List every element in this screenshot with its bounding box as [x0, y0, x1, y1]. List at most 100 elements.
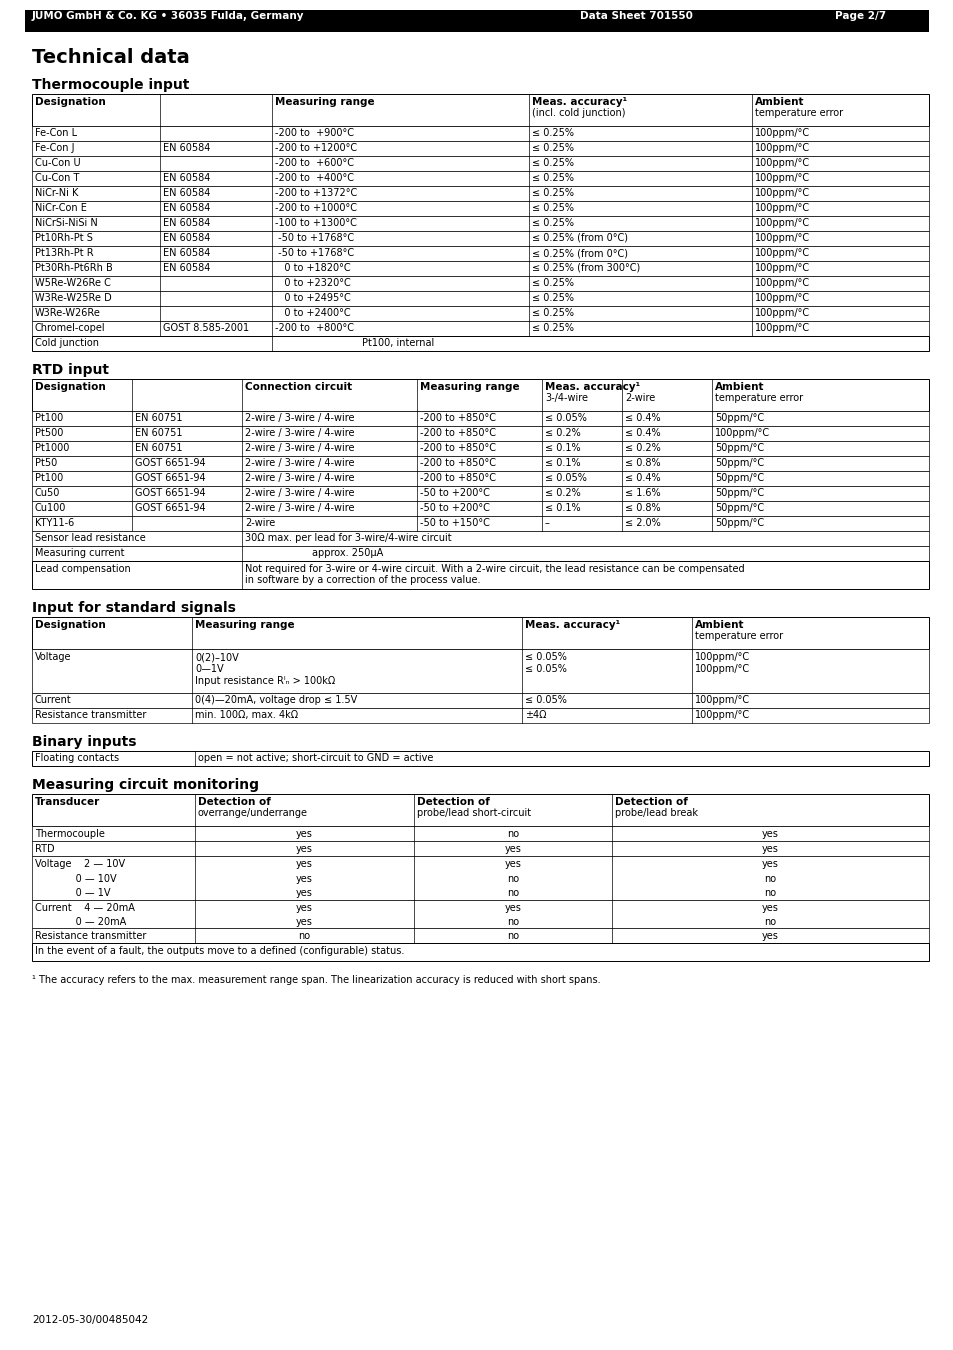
- Text: no: no: [763, 873, 775, 884]
- Text: -50 to +1768°C: -50 to +1768°C: [274, 248, 354, 258]
- Text: ≤ 0.25% (from 0°C): ≤ 0.25% (from 0°C): [532, 248, 627, 258]
- Text: no: no: [763, 888, 775, 898]
- Text: Meas. accuracy¹: Meas. accuracy¹: [532, 97, 626, 107]
- Text: In the event of a fault, the outputs move to a defined (configurable) status.: In the event of a fault, the outputs mov…: [35, 946, 404, 956]
- Text: yes: yes: [504, 859, 521, 869]
- Text: ≤ 0.8%: ≤ 0.8%: [624, 458, 659, 468]
- Text: yes: yes: [295, 888, 313, 898]
- Bar: [32, 321, 928, 336]
- Text: no: no: [506, 917, 518, 927]
- Text: 50ppm/°C: 50ppm/°C: [714, 504, 763, 513]
- Text: 50ppm/°C: 50ppm/°C: [714, 458, 763, 468]
- Text: Sensor lead resistance: Sensor lead resistance: [35, 533, 146, 543]
- Text: Pt100, internal: Pt100, internal: [361, 338, 434, 348]
- Bar: [32, 336, 928, 351]
- Text: Input for standard signals: Input for standard signals: [32, 601, 235, 616]
- Text: -200 to  +600°C: -200 to +600°C: [274, 158, 354, 167]
- Text: 0 to +1820°C: 0 to +1820°C: [274, 263, 351, 273]
- Text: Detection of: Detection of: [416, 796, 489, 807]
- Text: Measuring range: Measuring range: [274, 97, 375, 107]
- Text: Resistance transmitter: Resistance transmitter: [35, 710, 146, 720]
- Bar: [32, 841, 928, 856]
- Text: ≤ 0.05%: ≤ 0.05%: [544, 472, 586, 483]
- Bar: [32, 126, 928, 140]
- Text: Designation: Designation: [35, 97, 106, 107]
- Text: Cu-Con T: Cu-Con T: [35, 173, 79, 184]
- Bar: [32, 516, 928, 531]
- Text: Pt30Rh-Pt6Rh B: Pt30Rh-Pt6Rh B: [35, 263, 112, 273]
- Text: EN 60584: EN 60584: [163, 202, 211, 213]
- Text: -200 to +850°C: -200 to +850°C: [419, 443, 496, 454]
- Text: yes: yes: [504, 903, 521, 913]
- Text: Voltage    2 — 10V: Voltage 2 — 10V: [35, 859, 125, 869]
- Text: W3Re-W25Re D: W3Re-W25Re D: [35, 293, 112, 302]
- Text: ≤ 0.4%: ≤ 0.4%: [624, 472, 659, 483]
- Text: yes: yes: [295, 873, 313, 884]
- Text: -200 to  +900°C: -200 to +900°C: [274, 128, 354, 138]
- Text: Pt100: Pt100: [35, 413, 63, 423]
- Text: ≤ 0.25%: ≤ 0.25%: [532, 308, 574, 319]
- Text: Thermocouple: Thermocouple: [35, 829, 105, 838]
- Text: ≤ 0.25%: ≤ 0.25%: [532, 188, 574, 198]
- Text: Cu50: Cu50: [35, 487, 60, 498]
- Text: Data Sheet 701550: Data Sheet 701550: [579, 11, 692, 22]
- Bar: [32, 856, 928, 900]
- Bar: [32, 171, 928, 186]
- Bar: [32, 379, 928, 410]
- Text: -200 to +850°C: -200 to +850°C: [419, 458, 496, 468]
- Text: -200 to +1000°C: -200 to +1000°C: [274, 202, 356, 213]
- Text: overrange/underrange: overrange/underrange: [198, 809, 308, 818]
- Text: Thermocouple input: Thermocouple input: [32, 78, 190, 92]
- Text: yes: yes: [504, 844, 521, 855]
- Text: EN 60584: EN 60584: [163, 217, 211, 228]
- Text: RTD input: RTD input: [32, 363, 109, 377]
- Text: -200 to  +400°C: -200 to +400°C: [274, 173, 354, 184]
- Bar: [32, 410, 928, 427]
- Text: 100ppm/°C: 100ppm/°C: [754, 143, 809, 153]
- Text: Pt50: Pt50: [35, 458, 57, 468]
- Text: temperature error: temperature error: [695, 630, 782, 641]
- Text: Meas. accuracy¹: Meas. accuracy¹: [544, 382, 639, 391]
- Text: EN 60751: EN 60751: [135, 428, 182, 437]
- Text: no: no: [763, 917, 775, 927]
- Bar: [32, 649, 928, 693]
- Text: –: –: [544, 518, 549, 528]
- Text: EN 60584: EN 60584: [163, 263, 211, 273]
- Text: 0 to +2320°C: 0 to +2320°C: [274, 278, 351, 288]
- Text: 100ppm/°C: 100ppm/°C: [695, 652, 749, 662]
- Text: yes: yes: [760, 859, 778, 869]
- Text: Fe-Con J: Fe-Con J: [35, 143, 74, 153]
- Text: GOST 6651-94: GOST 6651-94: [135, 504, 206, 513]
- Text: ≤ 0.25%: ≤ 0.25%: [532, 128, 574, 138]
- Text: Pt1000: Pt1000: [35, 443, 70, 454]
- Bar: [32, 275, 928, 292]
- Text: ≤ 0.25%: ≤ 0.25%: [532, 202, 574, 213]
- Text: Resistance transmitter: Resistance transmitter: [35, 931, 146, 941]
- Text: ≤ 0.05%: ≤ 0.05%: [544, 413, 586, 423]
- Text: EN 60751: EN 60751: [135, 443, 182, 454]
- Bar: [25, 9, 928, 32]
- Bar: [32, 157, 928, 171]
- Text: Cu100: Cu100: [35, 504, 67, 513]
- Text: ≤ 0.25% (from 300°C): ≤ 0.25% (from 300°C): [532, 263, 639, 273]
- Text: 3-/4-wire: 3-/4-wire: [544, 393, 587, 404]
- Text: 100ppm/°C: 100ppm/°C: [754, 217, 809, 228]
- Text: ≤ 1.6%: ≤ 1.6%: [624, 487, 659, 498]
- Text: NiCr-Con E: NiCr-Con E: [35, 202, 87, 213]
- Text: Current    4 — 20mA: Current 4 — 20mA: [35, 903, 134, 913]
- Text: GOST 6651-94: GOST 6651-94: [135, 472, 206, 483]
- Text: min. 100Ω, max. 4kΩ: min. 100Ω, max. 4kΩ: [194, 710, 297, 720]
- Text: 2-wire / 3-wire / 4-wire: 2-wire / 3-wire / 4-wire: [245, 472, 355, 483]
- Text: ≤ 0.25%: ≤ 0.25%: [532, 173, 574, 184]
- Text: Pt100: Pt100: [35, 472, 63, 483]
- Text: EN 60584: EN 60584: [163, 248, 211, 258]
- Text: ≤ 0.8%: ≤ 0.8%: [624, 504, 659, 513]
- Text: ≤ 0.2%: ≤ 0.2%: [624, 443, 660, 454]
- Text: Cu-Con U: Cu-Con U: [35, 158, 81, 167]
- Text: Connection circuit: Connection circuit: [245, 382, 352, 391]
- Text: 0 — 20mA: 0 — 20mA: [35, 917, 126, 927]
- Text: ≤ 0.4%: ≤ 0.4%: [624, 413, 659, 423]
- Text: Measuring circuit monitoring: Measuring circuit monitoring: [32, 778, 258, 792]
- Text: EN 60584: EN 60584: [163, 188, 211, 198]
- Text: 2-wire / 3-wire / 4-wire: 2-wire / 3-wire / 4-wire: [245, 443, 355, 454]
